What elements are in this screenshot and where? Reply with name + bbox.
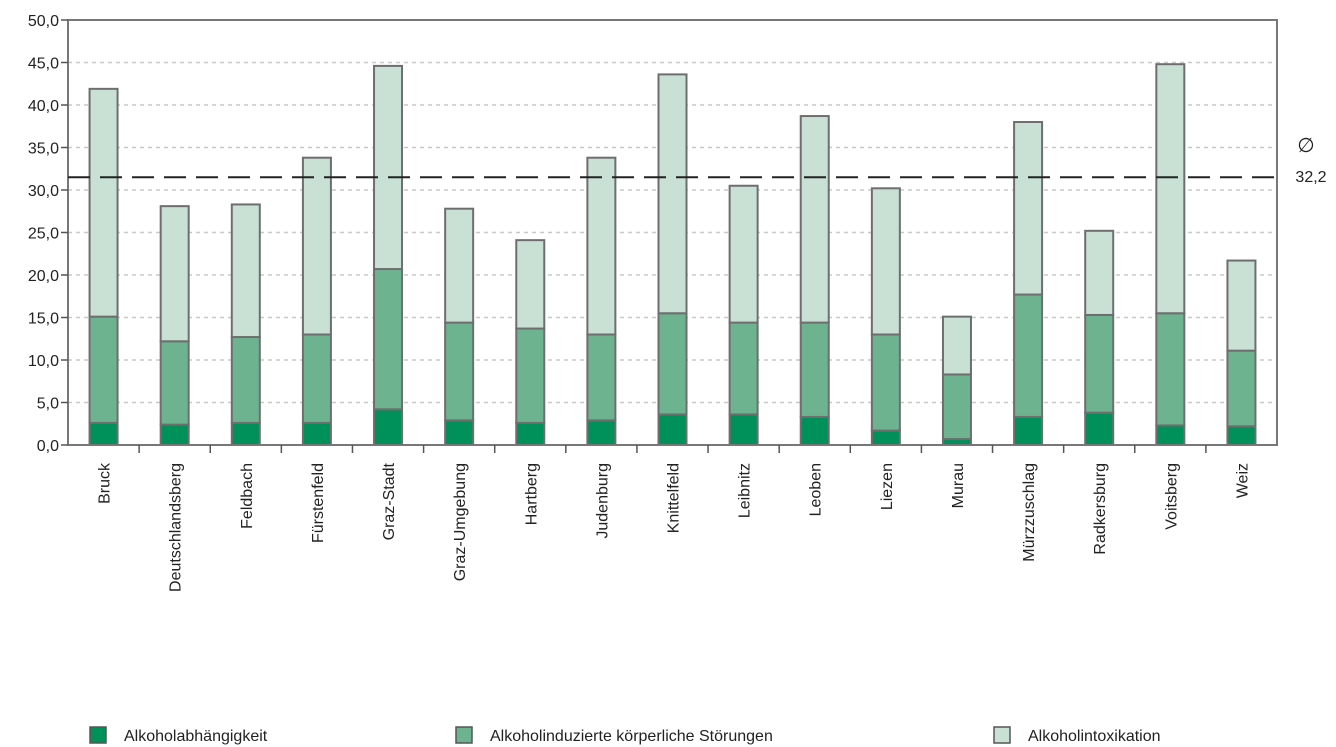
y-tick-label: 45,0 [28, 56, 59, 73]
x-tick-label: Graz-Stadt [381, 462, 398, 540]
y-tick-label: 40,0 [28, 98, 59, 115]
x-tick-label: Graz-Umgebung [452, 463, 469, 581]
x-tick-label: Weiz [1234, 463, 1251, 498]
bar-segment [1155, 63, 1186, 315]
bar-segment [799, 115, 830, 324]
legend-label: Alkoholinduzierte körperliche Störungen [490, 728, 773, 745]
bar-segment [1226, 259, 1257, 352]
bar-segment [515, 327, 546, 424]
legend-item-alkoholinduzierte-stoerungen: Alkoholinduzierte körperliche Störungen [455, 726, 773, 745]
x-tick-label: Liezen [879, 463, 896, 510]
bar-segment [586, 419, 617, 447]
bar-segment [657, 413, 688, 446]
bar-segment [230, 421, 261, 446]
y-tick-label: 20,0 [28, 268, 59, 285]
bar-segment [870, 187, 901, 336]
x-tick-label: Fürstenfeld [310, 463, 327, 543]
bar-segment [1084, 313, 1115, 414]
bar-segment [444, 419, 475, 447]
bar-segment [941, 373, 972, 441]
legend-swatch [993, 726, 1011, 744]
bar-segment [88, 421, 119, 446]
y-tick-label: 25,0 [28, 226, 59, 243]
bar-segment [230, 203, 261, 339]
bar-segment [586, 156, 617, 336]
bar-segment [515, 421, 546, 446]
bar-segment [586, 333, 617, 422]
bar-segment [1226, 425, 1257, 446]
bar-segment [1155, 312, 1186, 427]
x-tick-label: Murau [950, 463, 967, 508]
bar-segment [1013, 415, 1044, 447]
y-tick-label: 50,0 [28, 13, 59, 30]
bar-segment [1084, 411, 1115, 447]
x-tick-label: Voitsberg [1163, 463, 1180, 530]
bar-segment [1013, 293, 1044, 418]
legend-item-alkoholintoxikation: Alkoholintoxikation [993, 726, 1161, 745]
bar-segment [1155, 424, 1186, 447]
bar-segment [1084, 229, 1115, 316]
bar-segment [373, 408, 404, 446]
legend-label: Alkoholabhängigkeit [124, 728, 268, 745]
bar-segment [301, 156, 332, 336]
bar-segment [444, 207, 475, 324]
bar-segment [444, 321, 475, 422]
bar-segment [1226, 349, 1257, 428]
legend-swatch [455, 726, 473, 744]
x-tick-label: Bruck [97, 462, 114, 504]
bar-segment [799, 415, 830, 447]
bar-segment [799, 321, 830, 418]
y-tick-label: 35,0 [28, 141, 59, 158]
y-tick-label: 10,0 [28, 353, 59, 370]
bar-segment [373, 64, 404, 271]
y-tick-label: 30,0 [28, 183, 59, 200]
bars [88, 63, 1257, 447]
legend-item-alkoholabhaengigkeit: Alkoholabhängigkeit [89, 726, 268, 745]
x-tick-label: Radkersburg [1092, 463, 1109, 555]
bar-segment [301, 333, 332, 424]
x-tick-label: Knittelfeld [666, 463, 683, 533]
x-tick-label: Mürzzuschlag [1021, 463, 1038, 562]
average-value-label: 32,2 [1295, 169, 1326, 186]
bar-segment [1013, 121, 1044, 296]
x-tick-label: Judenburg [594, 463, 611, 539]
bar-segment [515, 239, 546, 330]
legend: Alkoholabhängigkeit Alkoholinduzierte kö… [89, 726, 1161, 745]
bar-segment [728, 184, 759, 324]
x-tick-label: Deutschlandsberg [168, 463, 185, 592]
bar-segment [728, 413, 759, 446]
bar-segment [941, 315, 972, 376]
legend-swatch [89, 726, 107, 744]
bar-segment [230, 336, 261, 424]
bar-segment [301, 421, 332, 446]
x-tick-label: Hartberg [523, 463, 540, 525]
x-tick-label: Leoben [808, 463, 825, 516]
axes: 0,0 5,0 10,0 15,0 20,0 25,0 30,0 35,0 40,0 45,0 50… [28, 13, 1252, 592]
bar-segment [870, 429, 901, 446]
bar-segment [159, 205, 190, 343]
legend-label: Alkoholintoxikation [1028, 728, 1161, 745]
y-tick-label: 0,0 [37, 438, 59, 455]
bar-segment [870, 333, 901, 432]
y-tick-label: 15,0 [28, 311, 59, 328]
bar-segment [373, 268, 404, 411]
bar-segment [728, 321, 759, 416]
bar-segment [88, 87, 119, 318]
bar-segment [88, 315, 119, 424]
bar-segment [159, 340, 190, 426]
bar-segment [657, 73, 688, 315]
bar-segment [657, 312, 688, 416]
y-tick-label: 5,0 [37, 396, 59, 413]
x-tick-label: Feldbach [239, 463, 256, 529]
x-tick-label: Leibnitz [737, 463, 754, 518]
gridlines [68, 61, 1277, 404]
average-symbol: ∅ [1297, 135, 1314, 157]
bar-segment [159, 423, 190, 447]
